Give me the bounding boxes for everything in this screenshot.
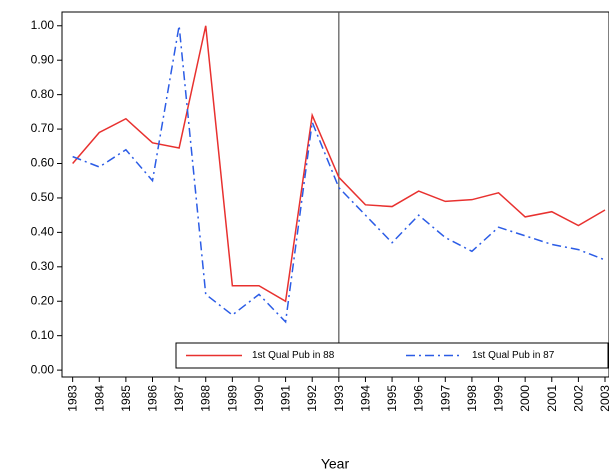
x-tick-label: 1990 bbox=[252, 385, 266, 412]
x-tick-label: 1983 bbox=[66, 385, 80, 412]
x-tick-label: 1991 bbox=[279, 385, 293, 412]
plot-frame bbox=[61, 11, 609, 378]
x-tick-label: 1985 bbox=[119, 385, 133, 412]
x-tick-label: 1998 bbox=[465, 385, 479, 412]
x-tick-label: 1992 bbox=[305, 385, 319, 412]
x-tick-label: 1993 bbox=[332, 385, 346, 412]
y-tick-label: 0.70 bbox=[31, 121, 55, 135]
x-tick-label: 2000 bbox=[518, 385, 532, 412]
x-tick-label: 1986 bbox=[146, 385, 160, 412]
x-tick-label: 1999 bbox=[492, 385, 506, 412]
series-line bbox=[72, 25, 606, 303]
x-tick-label: 1994 bbox=[358, 385, 372, 412]
y-tick-label: 0.10 bbox=[31, 328, 55, 342]
x-tick-label: 1995 bbox=[385, 385, 399, 412]
y-tick-label: 0.00 bbox=[31, 362, 55, 376]
plot-area bbox=[72, 25, 606, 324]
legend-label: 1st Qual Pub in 88 bbox=[252, 350, 335, 361]
x-tick-label: 2001 bbox=[545, 385, 559, 412]
x-tick-label: 1996 bbox=[412, 385, 426, 412]
y-tick-label: 0.50 bbox=[31, 190, 55, 204]
x-tick-label: 1997 bbox=[438, 385, 452, 412]
y-tick-label: 1.00 bbox=[31, 18, 55, 32]
y-tick-label: 0.60 bbox=[31, 156, 55, 170]
y-tick-label: 0.90 bbox=[31, 52, 55, 66]
x-tick-label: 1984 bbox=[92, 385, 106, 412]
legend-box bbox=[175, 342, 609, 369]
x-tick-label: 1989 bbox=[225, 385, 239, 412]
x-tick-label: 1987 bbox=[172, 385, 186, 412]
legend-label: 1st Qual Pub in 87 bbox=[472, 350, 555, 361]
y-tick-label: 0.40 bbox=[31, 225, 55, 239]
y-tick-label: 0.30 bbox=[31, 259, 55, 273]
y-tick-label: 0.20 bbox=[31, 293, 55, 307]
series-line bbox=[72, 25, 606, 324]
x-tick-label: 1988 bbox=[199, 385, 213, 412]
x-tick-label: 2002 bbox=[571, 385, 585, 412]
x-tick-label: 2003 bbox=[598, 385, 609, 412]
x-axis-title: Year bbox=[321, 456, 350, 472]
y-tick-label: 0.80 bbox=[31, 87, 55, 101]
